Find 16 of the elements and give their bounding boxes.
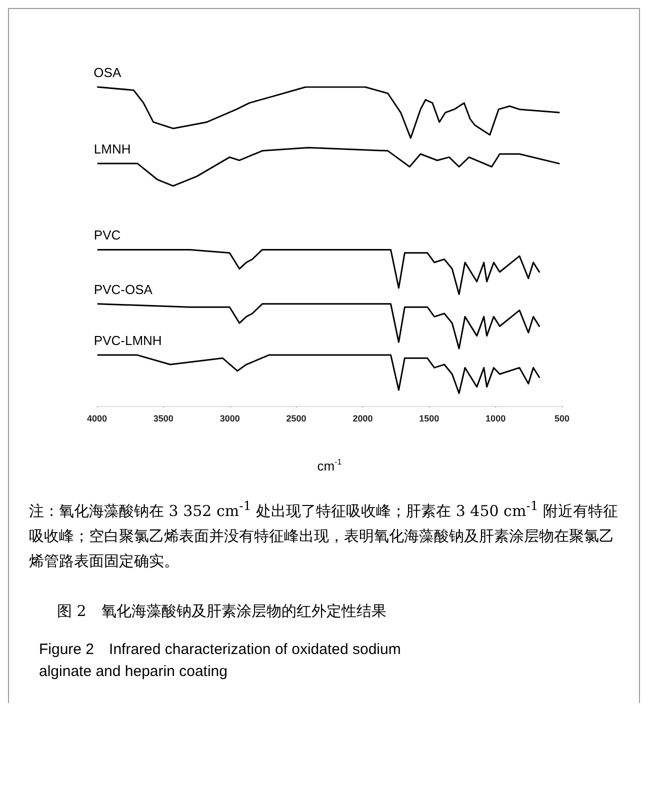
series-label: PVC [94, 228, 121, 243]
x-tick-label: 4000 [86, 414, 108, 424]
x-tick-label: 1500 [419, 414, 440, 424]
text: 注：氧化海藻酸钠在 3 352 cm$^{-1}$ 处出现了特征吸收峰；肝素在 3 450 cm$^{-1}$ 附近有特征吸收峰；空白聚氯乙烯表面并没有特征峰出现，表明氧化海藻酸钠及肝素涂层物在聚氯乙烯管路表面固定确实。 [28, 497, 620, 572]
x-tick-label: 2000 [352, 414, 373, 424]
x-tick-label: 3000 [220, 414, 240, 424]
series-label: PVC-OSA [94, 282, 153, 297]
x-tick-label: 2500 [286, 414, 306, 424]
series-label: OSA [94, 65, 122, 80]
x-tick-label: 3500 [153, 414, 174, 424]
series-label: PVC-LMNH [94, 332, 162, 348]
series-label: LMNH [94, 142, 131, 157]
x-tick-label: 500 [554, 414, 570, 424]
x-tick-label: 1000 [486, 414, 506, 424]
caption: Figure 2 Infrared characterization of oxidated sodium alginate and heparin coating [38, 640, 402, 682]
caption: 图 2 氧化海藻酸钠及肝素涂层物的红外定性结果 [56, 601, 388, 621]
